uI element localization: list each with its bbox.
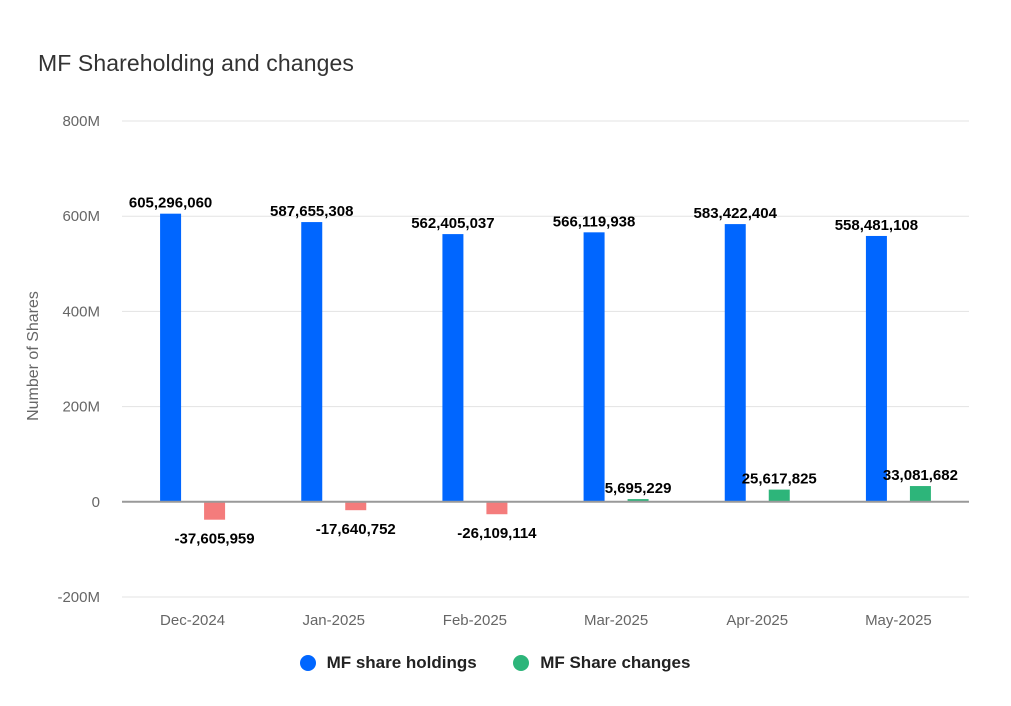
x-tick-label: Dec-2024	[160, 612, 225, 629]
holdings-bar	[160, 213, 182, 502]
change-bar	[345, 501, 367, 511]
chart-title: MF Shareholding and changes	[38, 50, 354, 76]
y-tick-label: 200M	[62, 399, 100, 416]
legend-swatch-holdings	[299, 655, 316, 671]
holdings-bar	[583, 232, 605, 502]
holdings-bar	[442, 234, 464, 502]
holdings-data-label: 562,405,037	[411, 215, 494, 232]
change-bar	[486, 501, 508, 515]
holdings-bar	[301, 222, 323, 502]
legend-swatch-changes	[513, 655, 530, 671]
chart-legend: MF share holdings MF Share changes	[0, 653, 990, 676]
holdings-bar	[865, 235, 887, 502]
legend-label-holdings: MF share holdings	[326, 653, 477, 672]
change-data-label: 25,617,825	[742, 471, 817, 488]
holdings-data-label: 583,422,404	[694, 205, 778, 222]
x-tick-label: Feb-2025	[443, 612, 507, 629]
y-tick-label: -200M	[57, 589, 100, 606]
x-tick-label: May-2025	[865, 612, 932, 629]
y-tick-label: 600M	[62, 208, 100, 225]
change-data-label: -26,109,114	[457, 525, 537, 542]
legend-item-changes[interactable]: MF Share changes	[513, 653, 690, 673]
legend-label-changes: MF Share changes	[540, 653, 691, 672]
y-axis-label: Number of Shares	[25, 291, 42, 421]
y-tick-label: 400M	[62, 303, 100, 320]
change-data-label: -17,640,752	[316, 521, 396, 538]
holdings-data-label: 566,119,938	[553, 213, 636, 230]
x-tick-label: Mar-2025	[584, 612, 648, 629]
change-data-label: -37,605,959	[175, 531, 255, 548]
holdings-data-label: 587,655,308	[270, 203, 353, 220]
y-tick-label: 0	[92, 494, 100, 511]
change-bar	[909, 486, 931, 502]
change-bar	[204, 501, 226, 520]
x-tick-label: Apr-2025	[726, 612, 788, 629]
holdings-data-label: 605,296,060	[129, 195, 212, 212]
x-tick-label: Jan-2025	[302, 612, 365, 629]
y-tick-label: 800M	[62, 113, 100, 130]
change-bar	[768, 489, 790, 502]
legend-item-holdings[interactable]: MF share holdings	[299, 653, 477, 673]
holdings-data-label: 558,481,108	[835, 217, 918, 234]
change-data-label: 5,695,229	[605, 480, 672, 497]
holdings-bar	[724, 224, 746, 502]
change-data-label: 33,081,682	[883, 467, 958, 484]
change-bar	[627, 499, 649, 502]
